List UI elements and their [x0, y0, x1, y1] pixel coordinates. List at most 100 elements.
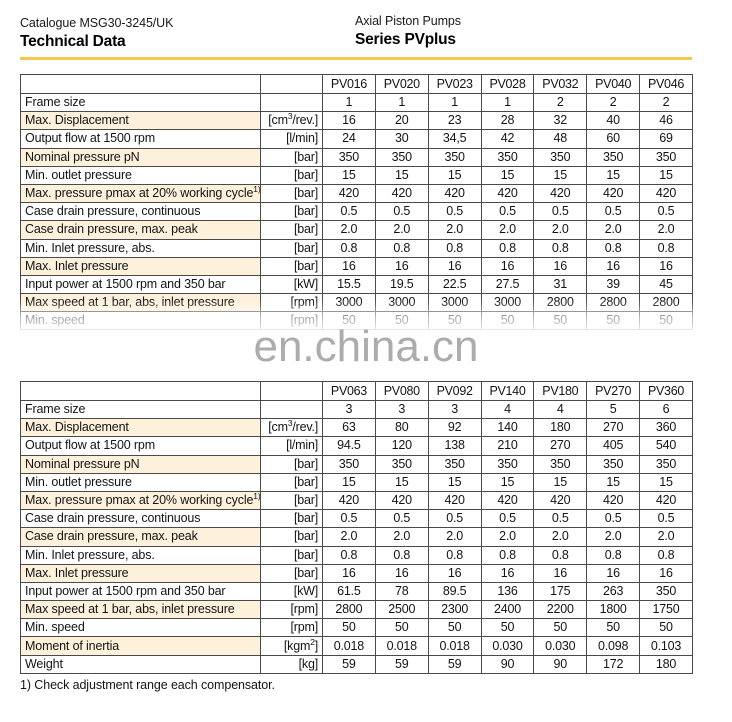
data-cell: 420 [480, 183, 535, 204]
data-cell: 31 [533, 274, 588, 295]
data-cell: 89.5 [427, 581, 482, 602]
row-unit: [rpm] [260, 618, 323, 638]
data-cell: 0.018 [322, 636, 376, 656]
data-cell: 16 [533, 563, 588, 583]
corner-label-cell [20, 74, 261, 94]
spec-table-1: PV016 PV020 PV023 PV028 PV032 PV040 PV046 Fram… [20, 74, 693, 331]
data-cell: 16 [427, 256, 482, 276]
table-row: Max. Inlet pressure [bar] 16 16 16 16 16 16 16 [20, 256, 693, 276]
table-row: Input power at 1500 rpm and 350 bar [kW] 1… [20, 274, 693, 295]
data-cell: 50 [322, 618, 376, 638]
row-unit: [bar] [260, 472, 323, 492]
row-unit: [kW] [260, 581, 323, 602]
table-row: Min. speed [rpm] 50 50 50 50 50 50 50 [20, 311, 693, 331]
data-cell: 350 [586, 454, 641, 474]
table-row: Nominal pressure pN [bar] 350 350 350 350 350 3… [20, 147, 693, 167]
data-cell: 39 [586, 274, 641, 295]
row-unit: [bar] [260, 545, 323, 565]
row-label: Nominal pressure pN [20, 454, 261, 474]
data-cell: 32 [533, 111, 588, 131]
data-cell: 0.030 [480, 636, 535, 656]
row-label: Min. outlet pressure [20, 165, 261, 185]
data-cell: 19.5 [374, 274, 429, 295]
data-cell: 0.8 [427, 238, 482, 258]
data-cell: 138 [427, 436, 482, 456]
spec-table-2: PV063 PV080 PV092 PV140 PV180 PV270 PV360 Fram… [20, 381, 693, 674]
data-cell: 16 [533, 256, 588, 276]
data-cell: 78 [374, 581, 429, 602]
data-cell: 350 [480, 454, 535, 474]
data-cell: 172 [586, 654, 641, 674]
data-cell: 15.5 [322, 274, 376, 295]
data-cell: 0.098 [586, 636, 641, 656]
data-cell: 3000 [374, 293, 429, 313]
data-cell: 50 [533, 618, 588, 638]
data-cell: 420 [374, 490, 429, 511]
table-row: Nominal pressure pN [bar] 350 350 350 350 350 3… [20, 454, 693, 474]
data-cell: 0.8 [322, 238, 376, 258]
data-cell: 16 [427, 563, 482, 583]
product-series: Series PVplus [355, 31, 456, 48]
data-cell: 420 [480, 490, 535, 511]
data-cell: 50 [639, 311, 693, 331]
page-title: Technical Data [20, 33, 126, 50]
data-cell: 16 [374, 563, 429, 583]
table-row: Max. pressure pmax at 20% working cycle1… [20, 490, 693, 511]
data-cell: 2.0 [322, 527, 376, 547]
row-label: Max speed at 1 bar, abs, inlet pressure [20, 600, 261, 620]
table-row: Max. Displacement [cm3/rev.] 63 80 92 140 180 2… [20, 418, 693, 438]
data-cell: 1750 [639, 600, 693, 620]
row-label: Min. Inlet pressure, abs. [20, 545, 261, 565]
data-cell: 0.8 [533, 238, 588, 258]
table-row: Moment of inertia [kgm2] 0.018 0.018 0.018 0.… [20, 636, 693, 656]
data-cell: 15 [427, 472, 482, 492]
data-cell: 69 [639, 129, 693, 149]
data-cell: 2.0 [586, 527, 641, 547]
data-cell: 50 [480, 618, 535, 638]
column-header-pv023: PV023 [427, 74, 482, 94]
data-cell: 16 [322, 111, 376, 131]
data-cell: 28 [480, 111, 535, 131]
data-cell: 0.5 [480, 202, 535, 222]
row-label: Max. pressure pmax at 20% working cycle1… [20, 490, 261, 511]
row-label: Case drain pressure, max. peak [20, 220, 261, 240]
data-cell: 263 [586, 581, 641, 602]
row-label: Case drain pressure, continuous [20, 202, 261, 222]
data-cell: 0.8 [639, 238, 693, 258]
corner-label-cell [20, 381, 261, 401]
data-cell: 3000 [480, 293, 535, 313]
row-unit [260, 399, 323, 420]
row-unit: [kgm2] [260, 636, 323, 656]
spec-table-2-body: Frame size 3 3 3 4 4 5 6 Max. Displacement [cm3/r… [20, 399, 693, 674]
data-cell: 2800 [586, 293, 641, 313]
data-cell: 0.5 [480, 509, 535, 529]
data-cell: 15 [374, 472, 429, 492]
data-cell: 15 [480, 472, 535, 492]
column-header-pv140: PV140 [480, 381, 535, 401]
column-header-row: PV016 PV020 PV023 PV028 PV032 PV040 PV046 [20, 74, 693, 94]
data-cell: 0.5 [322, 202, 376, 222]
data-cell: 350 [639, 454, 693, 474]
data-cell: 2.0 [427, 527, 482, 547]
data-cell: 50 [480, 311, 535, 331]
table-row: Min. Inlet pressure, abs. [bar] 0.8 0.8 0.8 0… [20, 545, 693, 565]
data-cell: 15 [322, 165, 376, 185]
row-label: Input power at 1500 rpm and 350 bar [20, 274, 261, 295]
data-cell: 16 [586, 256, 641, 276]
row-unit: [bar] [260, 238, 323, 258]
data-cell: 3000 [322, 293, 376, 313]
data-cell: 3 [374, 399, 429, 420]
data-cell: 15 [322, 472, 376, 492]
data-cell: 59 [322, 654, 376, 674]
data-cell: 3 [322, 399, 376, 420]
row-unit: [bar] [260, 490, 323, 511]
data-cell: 4 [480, 399, 535, 420]
data-cell: 420 [533, 183, 588, 204]
data-cell: 136 [480, 581, 535, 602]
data-cell: 42 [480, 129, 535, 149]
data-cell: 420 [322, 490, 376, 511]
row-label: Max. Inlet pressure [20, 256, 261, 276]
data-cell: 50 [374, 618, 429, 638]
data-cell: 40 [586, 111, 641, 131]
data-cell: 2.0 [374, 527, 429, 547]
